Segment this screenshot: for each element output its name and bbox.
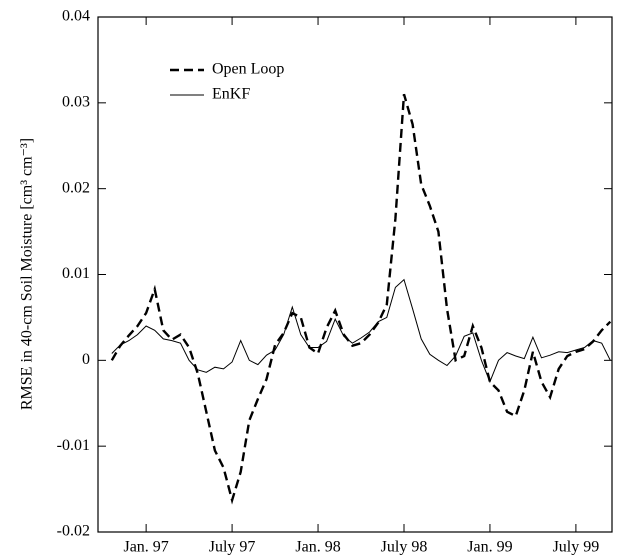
- y-tick-label: 0.01: [62, 265, 90, 282]
- x-tick-label: July 99: [553, 539, 600, 556]
- x-tick-label: July 98: [381, 539, 428, 556]
- plot-frame: [97, 16, 613, 533]
- legend-label: EnKF: [212, 86, 250, 103]
- y-tick-label: 0.02: [62, 179, 90, 196]
- y-tick-label: 0: [82, 351, 90, 368]
- legend-label: Open Loop: [212, 61, 284, 78]
- x-tick-label: Jan. 97: [123, 539, 168, 556]
- x-tick-label: Jan. 99: [467, 539, 512, 556]
- y-tick-label: -0.02: [57, 523, 90, 540]
- series-line: [110, 93, 612, 505]
- y-tick-label: 0.03: [62, 94, 90, 111]
- x-tick-label: July 97: [209, 539, 256, 556]
- series-line: [111, 278, 611, 384]
- y-tick-label: 0.04: [62, 8, 90, 25]
- y-tick-label: -0.01: [57, 437, 90, 454]
- x-tick-label: Jan. 98: [295, 539, 340, 556]
- y-axis-label: RMSE in 40-cm Soil Moisture [cm³ cm⁻³]: [19, 138, 36, 410]
